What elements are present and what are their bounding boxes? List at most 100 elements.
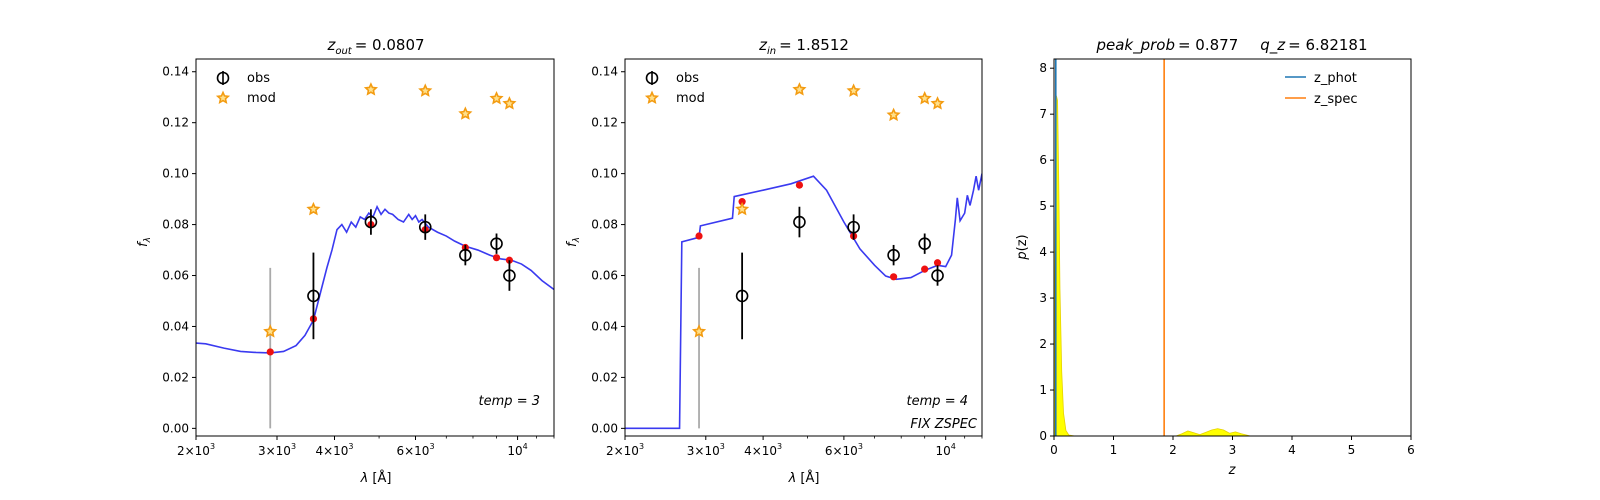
p2-model-point-2 bbox=[795, 181, 804, 189]
p1-mod-star-4 bbox=[458, 106, 473, 120]
p2-legend-mod-marker bbox=[644, 90, 660, 105]
p2-sed-curve bbox=[625, 173, 982, 430]
p2-ytick-label-0: 0.00 bbox=[591, 421, 618, 435]
p2-mod-star-3 bbox=[846, 83, 861, 97]
p1-sed-curve bbox=[196, 204, 554, 354]
p3-legend: z_phot z_spec bbox=[1285, 71, 1358, 107]
p2-xlabel: λ [Å] bbox=[788, 470, 820, 486]
p1-ytick-label-6: 0.12 bbox=[162, 116, 189, 130]
p3-ytick-label-6: 6 bbox=[1039, 153, 1047, 167]
p2-model-point-1 bbox=[738, 198, 746, 206]
p3-legend-zphot-label: z_phot bbox=[1314, 71, 1357, 86]
p1-sed-line bbox=[196, 204, 554, 354]
panel-pz: 0 1 2 3 4 5 6 7 8 0 1 2 3 4 5 6 peak_prob = 0.877 q_z = 6.… bbox=[1015, 36, 1415, 478]
p1-legend: obs mod bbox=[215, 71, 276, 106]
p3-xtick-label-1: 1 bbox=[1110, 443, 1118, 457]
p3-ytick-label-8: 8 bbox=[1039, 61, 1047, 75]
p1-obs-point-2 bbox=[418, 220, 432, 234]
p1-legend-mod-marker bbox=[215, 90, 231, 105]
p1-model-point-0 bbox=[266, 348, 274, 356]
p2-sed-line bbox=[625, 173, 982, 430]
p1-xtick-label-1: 3×103 bbox=[258, 442, 296, 458]
p1-ytick-label-2: 0.04 bbox=[162, 319, 189, 333]
p2-ytick-label-5: 0.10 bbox=[591, 167, 618, 181]
p1-obs-point-3 bbox=[459, 248, 472, 262]
p2-xtick-label-3: 6×103 bbox=[825, 442, 863, 458]
p3-xtick-label-3: 3 bbox=[1229, 443, 1237, 457]
p3-ytick-label-2: 2 bbox=[1039, 337, 1047, 351]
p2-annotation-fixzspec: FIX ZSPEC bbox=[910, 417, 978, 432]
p3-ytick-label-3: 3 bbox=[1039, 291, 1047, 305]
p1-mod-star-3 bbox=[418, 83, 433, 97]
p2-xtick-label-4: 104 bbox=[935, 442, 955, 458]
p3-xtick-label-2: 2 bbox=[1169, 443, 1177, 457]
p3-xtick-label-5: 5 bbox=[1348, 443, 1356, 457]
p1-legend-mod-label: mod bbox=[247, 91, 276, 106]
p2-model-point-6 bbox=[933, 259, 942, 267]
p3-pdf-fill bbox=[1053, 95, 1352, 437]
p1-axes-box bbox=[195, 58, 555, 437]
p2-obs-point-0 bbox=[735, 289, 749, 303]
p2-mod-star-1 bbox=[735, 201, 750, 216]
p2-mod-star-4 bbox=[886, 107, 901, 122]
p3-ytick-label-4: 4 bbox=[1039, 245, 1047, 259]
p3-ytick-label-5: 5 bbox=[1039, 199, 1047, 213]
p2-xtick-label-1: 3×103 bbox=[687, 442, 725, 458]
p2-mod-star-6 bbox=[930, 96, 945, 110]
panel-sed-zin: 0.00 0.02 0.04 0.06 0.08 0.10 0.12 0.14 2×103 3×1… bbox=[565, 36, 983, 486]
p1-ylabel: fλ bbox=[136, 237, 153, 247]
p2-annotation-temp: temp = 4 bbox=[907, 394, 968, 409]
p3-ylabel: p(z) bbox=[1015, 234, 1030, 260]
p1-mod-star-1 bbox=[306, 201, 321, 216]
p1-ytick-label-7: 0.14 bbox=[162, 65, 189, 79]
p1-xtick-label-3: 6×103 bbox=[396, 442, 434, 458]
p1-obs-point-1 bbox=[364, 215, 378, 229]
p2-ytick-label-1: 0.02 bbox=[591, 370, 618, 384]
p1-title: zout = 0.0807 bbox=[326, 36, 424, 57]
p2-ytick-label-4: 0.08 bbox=[591, 218, 618, 232]
p3-axes-box bbox=[1053, 58, 1412, 437]
p2-ytick-label-7: 0.14 bbox=[591, 65, 618, 79]
p1-ytick-label-5: 0.10 bbox=[162, 167, 189, 181]
p2-legend-mod-label: mod bbox=[676, 91, 705, 106]
p3-lines bbox=[1054, 59, 1165, 436]
p2-legend: obs mod bbox=[644, 71, 705, 106]
p2-mod-star-5 bbox=[917, 91, 932, 105]
p1-ytick-label-0: 0.00 bbox=[162, 421, 189, 435]
p1-axes: 0.00 0.02 0.04 0.06 0.08 0.10 0.12 0.14 2×103 3×1… bbox=[162, 58, 555, 458]
p2-model-point-5 bbox=[921, 265, 929, 273]
p3-pdf bbox=[1053, 95, 1352, 437]
p2-axes-box bbox=[624, 58, 983, 437]
p3-ytick-label-0: 0 bbox=[1039, 429, 1047, 443]
p2-obs-point-3 bbox=[887, 248, 900, 262]
p2-data bbox=[691, 82, 945, 429]
p3-title: peak_prob = 0.877 q_z = 6.82181 bbox=[1095, 36, 1367, 55]
p2-mod-star-2 bbox=[792, 82, 807, 96]
p1-mod-star-2 bbox=[363, 82, 379, 96]
p1-mod-star-0 bbox=[263, 324, 278, 338]
p1-obs-point-4 bbox=[490, 237, 503, 250]
panel-sed-zout: 0.00 0.02 0.04 0.06 0.08 0.10 0.12 0.14 2×103 3×1… bbox=[136, 36, 555, 486]
p1-xtick-label-4: 104 bbox=[507, 442, 527, 458]
p1-ytick-label-3: 0.06 bbox=[162, 269, 189, 283]
p1-ytick-label-4: 0.08 bbox=[162, 218, 189, 232]
p3-xtick-label-6: 6 bbox=[1407, 443, 1415, 457]
p3-xlabel: z bbox=[1228, 463, 1237, 478]
p3-ytick-label-7: 7 bbox=[1039, 107, 1047, 121]
p2-ytick-label-6: 0.12 bbox=[591, 116, 618, 130]
p1-mod-star-5 bbox=[489, 91, 504, 105]
p1-legend-obs-label: obs bbox=[247, 71, 270, 86]
p2-xtick-label-2: 4×103 bbox=[744, 442, 782, 458]
p1-xtick-label-0: 2×103 bbox=[177, 442, 215, 458]
p2-legend-obs-label: obs bbox=[676, 71, 699, 86]
p2-model-point-0 bbox=[695, 232, 703, 240]
p2-obs-point-1 bbox=[793, 215, 806, 229]
p3-legend-zspec-label: z_spec bbox=[1314, 92, 1358, 107]
p1-obs-point-5 bbox=[503, 269, 516, 282]
p1-xlabel: λ [Å] bbox=[360, 470, 392, 486]
p2-ylabel: fλ bbox=[565, 237, 582, 247]
p2-obs-point-2 bbox=[847, 220, 860, 234]
p1-obs-point-0 bbox=[307, 289, 320, 303]
p1-xtick-label-2: 4×103 bbox=[315, 442, 353, 458]
